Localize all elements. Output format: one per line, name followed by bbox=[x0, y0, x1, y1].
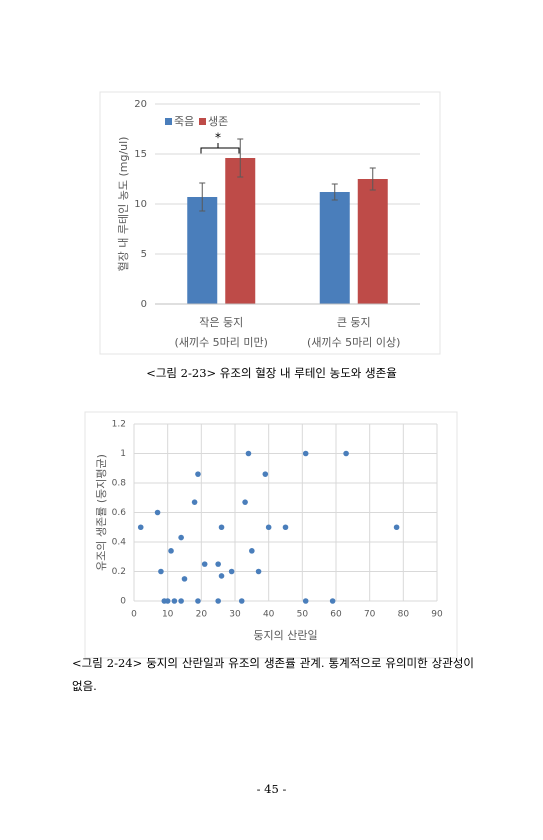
point bbox=[282, 524, 289, 531]
x-tick-label: 40 bbox=[263, 610, 275, 620]
point bbox=[218, 524, 225, 531]
error-bar bbox=[331, 183, 338, 201]
bar bbox=[225, 158, 256, 304]
legend-swatch bbox=[165, 118, 172, 125]
point bbox=[245, 450, 252, 457]
y-tick-label: 1 bbox=[120, 449, 126, 459]
point bbox=[343, 450, 349, 457]
point bbox=[154, 509, 161, 516]
x-tick-label: 20 bbox=[196, 610, 208, 620]
point bbox=[158, 568, 164, 575]
y-tick-label: 0.2 bbox=[112, 567, 126, 577]
y-tick-label: 15 bbox=[134, 149, 147, 160]
point bbox=[329, 598, 336, 604]
x-tick-label: 60 bbox=[330, 610, 342, 620]
point bbox=[249, 548, 255, 554]
point bbox=[164, 598, 171, 604]
y-tick-label: 20 bbox=[134, 99, 147, 110]
caption: <그림 2-24> 둥지의 산란일과 유조의 생존률 관계. 통계적으로 유의미… bbox=[72, 656, 474, 693]
point bbox=[181, 576, 188, 582]
point bbox=[195, 598, 201, 604]
y-tick-label: 0 bbox=[120, 597, 126, 607]
y-tick-label: 5 bbox=[141, 249, 147, 260]
error-bar bbox=[199, 182, 206, 212]
point bbox=[242, 499, 248, 505]
legend-label: 생존 bbox=[208, 115, 228, 128]
x-tick-label: 70 bbox=[364, 610, 376, 620]
y-tick-label: 0.4 bbox=[112, 538, 127, 548]
point bbox=[215, 598, 221, 604]
point bbox=[191, 499, 198, 505]
y-axis-label: 혈장 내 루테인 농도 (mg/ul) bbox=[116, 137, 130, 272]
y-tick-label: 1.2 bbox=[112, 420, 126, 430]
legend-label: 죽음 bbox=[174, 115, 194, 128]
point bbox=[238, 598, 245, 604]
y-tick-label: 10 bbox=[134, 199, 147, 210]
x-axis-label: 둥지의 산란일 bbox=[253, 628, 317, 642]
x-tick-label: 50 bbox=[297, 610, 309, 620]
page-number: - 45 - bbox=[256, 782, 287, 796]
bar bbox=[187, 197, 218, 304]
y-axis-label: 유조의 생존률 (둥지평균) bbox=[95, 454, 108, 571]
x-tick-label: (새끼수 5마리 이상) bbox=[307, 336, 400, 349]
point bbox=[201, 561, 208, 567]
point bbox=[168, 548, 174, 554]
bar bbox=[357, 179, 388, 304]
x-tick-label: 큰 둥지 bbox=[337, 316, 371, 329]
error-bar bbox=[369, 167, 376, 191]
chart-frame bbox=[99, 91, 441, 355]
chart-frame bbox=[84, 411, 458, 659]
point bbox=[171, 598, 178, 604]
point bbox=[393, 524, 400, 531]
significance-bracket bbox=[200, 143, 240, 154]
y-tick-label: 0.6 bbox=[112, 508, 127, 518]
x-tick-label: 90 bbox=[431, 610, 443, 620]
point bbox=[302, 598, 309, 604]
x-tick-label: 10 bbox=[162, 610, 174, 620]
point bbox=[195, 471, 201, 477]
x-tick-label: 80 bbox=[398, 610, 410, 620]
point bbox=[137, 524, 144, 531]
caption: <그림 2-23> 유조의 혈장 내 루테인 농도와 생존율 bbox=[146, 366, 397, 380]
point bbox=[302, 450, 309, 457]
error-bar bbox=[237, 138, 244, 178]
annotation: * bbox=[215, 131, 221, 145]
y-tick-label: 0.8 bbox=[112, 479, 127, 489]
x-tick-label: (새끼수 5마리 미만) bbox=[175, 336, 268, 349]
point bbox=[218, 573, 225, 579]
point bbox=[178, 534, 184, 541]
y-tick-label: 0 bbox=[141, 299, 147, 310]
point bbox=[265, 524, 272, 531]
point bbox=[255, 568, 262, 575]
point bbox=[228, 568, 235, 575]
legend-swatch bbox=[199, 118, 206, 125]
point bbox=[215, 561, 221, 567]
x-tick-label: 30 bbox=[229, 610, 241, 620]
x-tick-label: 0 bbox=[131, 610, 137, 620]
point bbox=[178, 598, 184, 604]
x-tick-label: 작은 둥지 bbox=[199, 316, 243, 329]
point bbox=[262, 471, 269, 477]
bar bbox=[319, 192, 350, 304]
